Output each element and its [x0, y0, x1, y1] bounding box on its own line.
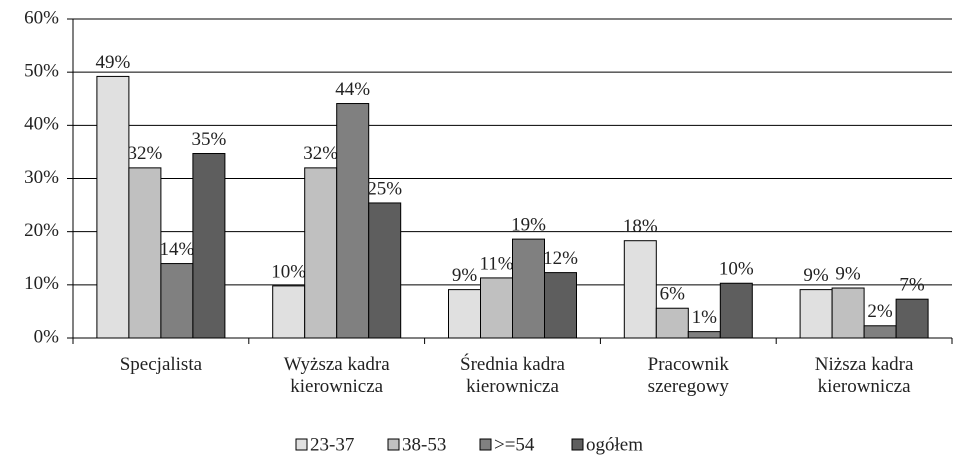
data-label: 11% — [479, 253, 513, 274]
legend-swatch — [479, 438, 492, 451]
data-label: 32% — [127, 143, 162, 164]
bar — [799, 289, 833, 339]
legend-label: 38-53 — [402, 434, 446, 455]
y-tick-label: 40% — [24, 114, 59, 135]
data-label: 14% — [159, 239, 194, 260]
bar — [863, 325, 897, 339]
data-label: 10% — [271, 261, 306, 282]
data-label: 25% — [367, 178, 402, 199]
bar — [448, 289, 481, 339]
data-label: 6% — [660, 284, 686, 305]
bar — [687, 331, 721, 339]
data-label: 49% — [95, 52, 130, 73]
data-label: 32% — [303, 143, 338, 164]
data-label: 18% — [623, 216, 658, 237]
y-tick-label: 0% — [34, 326, 60, 347]
bar — [128, 167, 162, 339]
x-tick-label: Wyższa kadra kierownicza — [283, 354, 390, 397]
legend-label: 23-37 — [310, 434, 354, 455]
data-label: 10% — [719, 259, 754, 280]
x-tick-label: Specjalista — [119, 354, 203, 375]
y-tick-label: 10% — [24, 273, 59, 294]
bar — [192, 153, 226, 339]
bar — [272, 285, 306, 339]
legend-label: ogółem — [586, 434, 643, 455]
bar — [160, 263, 194, 339]
bar — [96, 75, 130, 339]
x-tick-label: Pracownik szeregowy — [647, 354, 729, 397]
data-label: 12% — [543, 248, 578, 269]
data-label: 7% — [899, 275, 925, 296]
x-tick-label: Średnia kadra kierownicza — [460, 354, 565, 397]
data-label: 9% — [452, 265, 478, 286]
bar — [623, 240, 657, 339]
y-tick-label: 20% — [24, 220, 59, 241]
bar — [655, 307, 689, 339]
data-label: 1% — [692, 307, 718, 328]
data-label: 9% — [803, 265, 829, 286]
bar — [336, 103, 370, 339]
bar — [895, 298, 929, 339]
data-label: 19% — [511, 214, 546, 235]
data-label: 2% — [867, 301, 893, 322]
data-label: 35% — [191, 129, 226, 150]
bar — [512, 238, 545, 339]
y-tick-label: 60% — [24, 7, 59, 28]
y-tick-label: 30% — [24, 167, 59, 188]
bar — [719, 282, 753, 339]
y-tick-label: 50% — [24, 61, 59, 82]
legend-swatch — [387, 438, 400, 451]
data-label: 9% — [835, 263, 861, 284]
legend-label: >=54 — [494, 434, 535, 455]
bar — [368, 202, 402, 339]
x-tick-label: Niższa kadra kierownicza — [814, 354, 914, 397]
legend-swatch — [571, 438, 584, 451]
bar — [304, 167, 338, 339]
bar — [480, 277, 513, 339]
bar — [544, 272, 577, 339]
data-label: 44% — [335, 79, 370, 100]
bar — [831, 287, 865, 339]
legend-swatch — [295, 438, 308, 451]
